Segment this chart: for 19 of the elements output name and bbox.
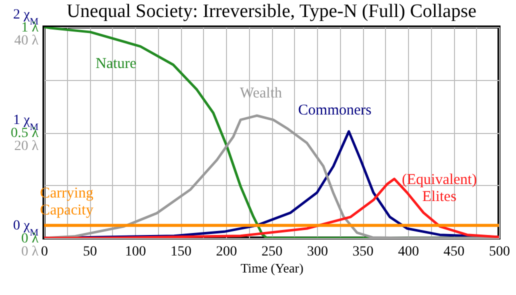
- x-tick-label: 0: [41, 244, 48, 260]
- x-tick-label: 300: [307, 244, 328, 260]
- y3-tick-label: 40 λ: [14, 34, 39, 48]
- x-tick-label: 350: [352, 244, 374, 260]
- x-tick-label: 150: [170, 244, 192, 260]
- x-tick-label: 400: [398, 244, 419, 260]
- x-tick-label: 200: [216, 244, 237, 260]
- x-tick-label: 250: [262, 244, 282, 260]
- y3-tick-label: 20 λ: [14, 139, 39, 154]
- x-tick-label: 500: [489, 244, 510, 260]
- series-label: Commoners: [298, 102, 372, 118]
- series-label: Nature: [96, 56, 137, 72]
- x-tick-label: 100: [125, 244, 146, 260]
- x-tick-label: 450: [444, 244, 464, 260]
- y3-tick-label: 0 λ: [21, 244, 39, 260]
- series-label: (Equivalent) Elites: [402, 172, 477, 205]
- x-axis-title: Time (Year): [240, 260, 304, 276]
- x-tick-label: 50: [83, 244, 97, 260]
- chart-title: Unequal Society: Irreversible, Type-N (Full) Collapse: [66, 1, 476, 22]
